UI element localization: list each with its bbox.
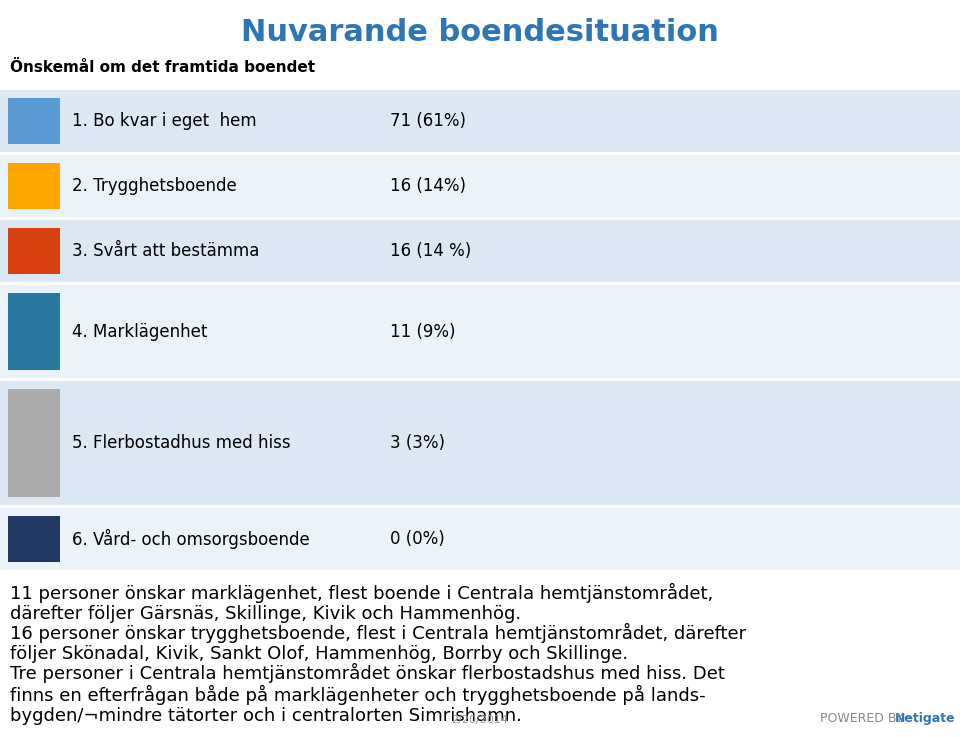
Text: 4. Marklägenhet: 4. Marklägenhet [72, 323, 207, 340]
Text: 2. Trygghetsboende: 2. Trygghetsboende [72, 177, 237, 195]
FancyBboxPatch shape [8, 228, 60, 274]
FancyBboxPatch shape [8, 293, 60, 370]
Text: Netigate: Netigate [895, 712, 955, 725]
Text: därefter följer Gärsnäs, Skillinge, Kivik och Hammenhög.: därefter följer Gärsnäs, Skillinge, Kivi… [10, 605, 521, 623]
Text: 3. Svårt att bestämma: 3. Svårt att bestämma [72, 242, 259, 260]
Text: Nuvarande boendesituation: Nuvarande boendesituation [241, 18, 719, 47]
Text: 11 personer önskar marklägenhet, flest boende i Centrala hemtjänstområdet,: 11 personer önskar marklägenhet, flest b… [10, 583, 713, 603]
Text: 16 (14%): 16 (14%) [390, 177, 466, 195]
Text: 1. Bo kvar i eget  hem: 1. Bo kvar i eget hem [72, 112, 256, 130]
Text: 16 (14 %): 16 (14 %) [390, 242, 471, 260]
Text: 71 (61%): 71 (61%) [390, 112, 466, 130]
FancyBboxPatch shape [0, 381, 960, 505]
FancyBboxPatch shape [0, 285, 960, 378]
FancyBboxPatch shape [8, 389, 60, 497]
Text: 11 (9%): 11 (9%) [390, 323, 455, 340]
Text: följer Skönadal, Kivik, Sankt Olof, Hammenhög, Borrby och Skillinge.: följer Skönadal, Kivik, Sankt Olof, Hamm… [10, 645, 628, 663]
Text: 3 (3%): 3 (3%) [390, 434, 445, 452]
FancyBboxPatch shape [8, 98, 60, 144]
Text: 2/20/2014: 2/20/2014 [451, 715, 509, 725]
Text: Tre personer i Centrala hemtjänstområdet önskar flerbostadshus med hiss. Det: Tre personer i Centrala hemtjänstområdet… [10, 663, 725, 683]
FancyBboxPatch shape [0, 220, 960, 282]
Text: bygden/¬mindre tätorter och i centralorten Simrishamn.: bygden/¬mindre tätorter och i centralort… [10, 707, 522, 725]
Text: POWERED BY: POWERED BY [820, 712, 907, 725]
FancyBboxPatch shape [8, 516, 60, 562]
Text: Önskemål om det framtida boendet: Önskemål om det framtida boendet [10, 60, 315, 75]
FancyBboxPatch shape [0, 508, 960, 570]
Text: 6. Vård- och omsorgsboende: 6. Vård- och omsorgsboende [72, 529, 310, 549]
Text: finns en efterfrågan både på marklägenheter och trygghetsboende på lands-: finns en efterfrågan både på marklägenhe… [10, 685, 706, 705]
FancyBboxPatch shape [0, 155, 960, 217]
FancyBboxPatch shape [0, 90, 960, 152]
Text: 0 (0%): 0 (0%) [390, 530, 444, 548]
Text: 16 personer önskar trygghetsboende, flest i Centrala hemtjänstområdet, därefter: 16 personer önskar trygghetsboende, fles… [10, 623, 746, 643]
Text: 5. Flerbostadhus med hiss: 5. Flerbostadhus med hiss [72, 434, 291, 452]
FancyBboxPatch shape [8, 163, 60, 209]
